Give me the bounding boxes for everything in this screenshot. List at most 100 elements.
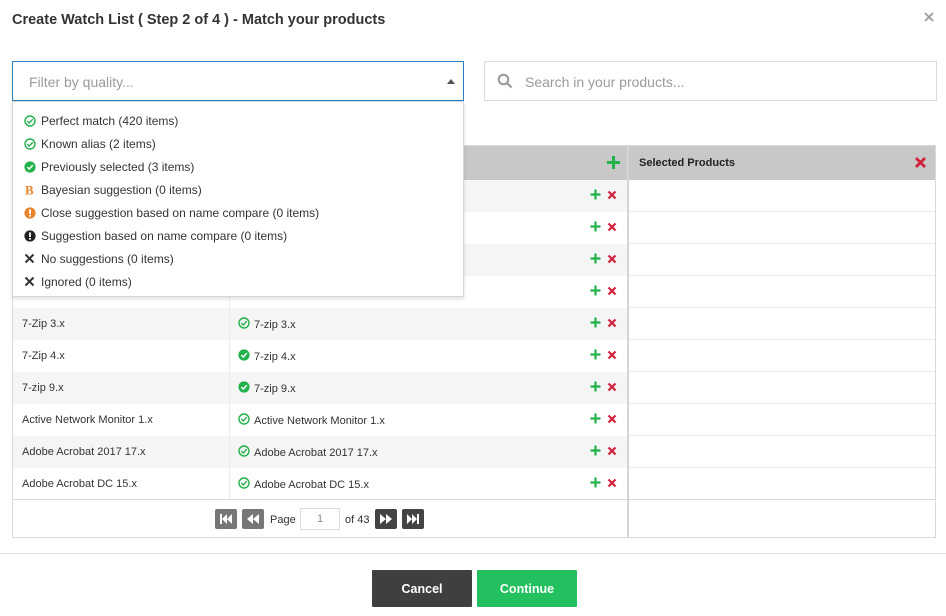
row-actions bbox=[590, 285, 617, 299]
match-cell: Adobe Acrobat DC 15.x bbox=[238, 477, 369, 492]
column-divider bbox=[229, 340, 230, 372]
row-actions bbox=[590, 381, 617, 395]
selected-row bbox=[629, 244, 935, 276]
selected-row bbox=[629, 212, 935, 244]
first-page-button[interactable] bbox=[215, 509, 237, 529]
page-label: Page bbox=[270, 514, 296, 526]
filter-option-label: Bayesian suggestion (0 items) bbox=[41, 182, 202, 197]
add-all-icon[interactable] bbox=[606, 155, 621, 175]
add-icon[interactable] bbox=[590, 189, 601, 203]
remove-icon[interactable] bbox=[607, 446, 617, 459]
remove-icon[interactable] bbox=[607, 190, 617, 203]
footer-divider bbox=[0, 553, 946, 554]
x-mark-icon bbox=[23, 252, 36, 265]
add-icon[interactable] bbox=[590, 413, 601, 427]
table-row: 7-Zip 3.x 7-zip 3.x bbox=[13, 308, 627, 340]
remove-icon[interactable] bbox=[607, 318, 617, 331]
add-icon[interactable] bbox=[590, 381, 601, 395]
close-icon[interactable] bbox=[922, 10, 936, 24]
filter-option[interactable]: Known alias (2 items) bbox=[13, 132, 463, 155]
filter-option-label: Close suggestion based on name compare (… bbox=[41, 205, 320, 220]
add-icon[interactable] bbox=[590, 253, 601, 267]
selected-row bbox=[629, 436, 935, 468]
check-circle-outline-icon bbox=[238, 445, 250, 460]
filter-option-label: Suggestion based on name compare (0 item… bbox=[41, 228, 288, 243]
matched-product: Active Network Monitor 1.x bbox=[254, 414, 385, 427]
row-actions bbox=[590, 413, 617, 427]
add-icon[interactable] bbox=[590, 477, 601, 491]
row-actions bbox=[590, 477, 617, 491]
check-circle-outline-icon bbox=[23, 137, 36, 150]
add-icon[interactable] bbox=[590, 349, 601, 363]
filter-option[interactable]: Close suggestion based on name compare (… bbox=[13, 201, 463, 224]
selected-row bbox=[629, 404, 935, 436]
table-row: Active Network Monitor 1.x Active Network… bbox=[13, 404, 627, 436]
cancel-button[interactable]: Cancel bbox=[372, 570, 472, 607]
filter-option[interactable]: Ignored (0 items) bbox=[13, 270, 463, 293]
matched-product: 7-zip 9.x bbox=[254, 382, 296, 395]
match-cell: Active Network Monitor 1.x bbox=[238, 413, 385, 428]
remove-all-icon[interactable] bbox=[914, 156, 927, 174]
selected-row bbox=[629, 468, 935, 500]
check-circle-filled-icon bbox=[238, 381, 250, 396]
remove-icon[interactable] bbox=[607, 222, 617, 235]
row-actions bbox=[590, 349, 617, 363]
remove-icon[interactable] bbox=[607, 382, 617, 395]
page-number-input[interactable] bbox=[300, 508, 340, 530]
match-cell: 7-zip 9.x bbox=[238, 381, 296, 396]
selected-row bbox=[629, 180, 935, 212]
check-circle-filled-icon bbox=[23, 160, 36, 173]
remove-icon[interactable] bbox=[607, 286, 617, 299]
column-divider bbox=[229, 372, 230, 404]
product-name: 7-Zip 3.x bbox=[22, 318, 65, 330]
remove-icon[interactable] bbox=[607, 478, 617, 491]
pager: Page of 43 bbox=[13, 499, 627, 537]
continue-button[interactable]: Continue bbox=[477, 570, 577, 607]
filter-option-label: Perfect match (420 items) bbox=[41, 113, 179, 128]
next-page-button[interactable] bbox=[375, 509, 397, 529]
add-icon[interactable] bbox=[590, 221, 601, 235]
product-name: Adobe Acrobat 2017 17.x bbox=[22, 446, 146, 458]
remove-icon[interactable] bbox=[607, 414, 617, 427]
filter-option[interactable]: B Bayesian suggestion (0 items) bbox=[13, 178, 463, 201]
selected-row bbox=[629, 340, 935, 372]
selected-row bbox=[629, 308, 935, 340]
add-icon[interactable] bbox=[590, 285, 601, 299]
remove-icon[interactable] bbox=[607, 350, 617, 363]
row-actions bbox=[590, 445, 617, 459]
column-divider bbox=[229, 404, 230, 436]
check-circle-outline-icon bbox=[238, 317, 250, 332]
filter-option-label: No suggestions (0 items) bbox=[41, 251, 174, 266]
check-circle-outline-icon bbox=[23, 114, 36, 127]
filter-option[interactable]: Suggestion based on name compare (0 item… bbox=[13, 224, 463, 247]
selected-row bbox=[629, 276, 935, 308]
row-actions bbox=[590, 189, 617, 203]
filter-option[interactable]: Perfect match (420 items) bbox=[13, 109, 463, 132]
search-box bbox=[484, 61, 937, 101]
svg-text:B: B bbox=[25, 183, 34, 196]
column-divider bbox=[229, 436, 230, 468]
filter-option-label: Previously selected (3 items) bbox=[41, 159, 195, 174]
exclamation-circle-icon bbox=[23, 229, 36, 242]
filter-option[interactable]: No suggestions (0 items) bbox=[13, 247, 463, 270]
last-page-button[interactable] bbox=[402, 509, 424, 529]
search-icon bbox=[497, 73, 513, 94]
filter-option-label: Ignored (0 items) bbox=[41, 274, 132, 289]
quality-filter-select[interactable]: Filter by quality... bbox=[12, 61, 464, 101]
search-input[interactable] bbox=[525, 71, 925, 93]
add-icon[interactable] bbox=[590, 445, 601, 459]
add-icon[interactable] bbox=[590, 317, 601, 331]
matched-product: 7-zip 4.x bbox=[254, 350, 296, 363]
quality-filter-dropdown: Perfect match (420 items) Known alias (2 … bbox=[12, 101, 464, 297]
matched-product: 7-zip 3.x bbox=[254, 318, 296, 331]
filter-option[interactable]: Previously selected (3 items) bbox=[13, 155, 463, 178]
row-actions bbox=[590, 221, 617, 235]
table-row: 7-zip 9.x 7-zip 9.x bbox=[13, 372, 627, 404]
remove-icon[interactable] bbox=[607, 254, 617, 267]
product-name: Adobe Acrobat DC 15.x bbox=[22, 478, 137, 490]
table-row: Adobe Acrobat 2017 17.x Adobe Acrobat 201… bbox=[13, 436, 627, 468]
table-row: 7-Zip 4.x 7-zip 4.x bbox=[13, 340, 627, 372]
column-divider bbox=[229, 468, 230, 500]
prev-page-button[interactable] bbox=[242, 509, 264, 529]
modal-title: Create Watch List ( Step 2 of 4 ) - Matc… bbox=[12, 12, 386, 28]
